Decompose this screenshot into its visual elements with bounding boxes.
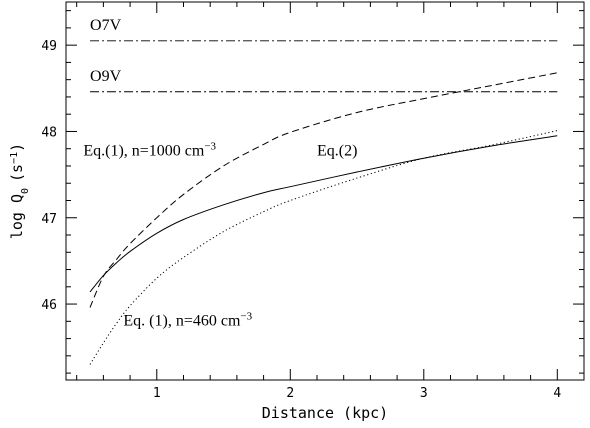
y-axis-title-main: log Q [8,194,26,239]
axis-ticks [66,2,584,380]
annotation-superscript: −3 [240,311,252,323]
x-tick-label: 4 [553,386,561,401]
series-line-dotted [89,130,558,365]
x-tick-label: 2 [286,386,294,401]
ref-line-o9v-label: O9V [90,68,122,85]
annotation-label: Eq.(2) [317,143,357,160]
x-axis-title: Distance (kpc) [262,404,388,422]
x-tick-label: 1 [153,386,161,401]
annotation-label: Eq. (1), n=460 cm−3 [123,311,252,330]
series-line-dashed [89,72,558,308]
reference-lines: O7V O9V [90,17,558,93]
annotation-label: Eq.(1), n=1000 cm−3 [83,141,216,160]
y-tick-label: 47 [41,212,57,227]
y-tick-label: 48 [41,125,57,140]
y-tick-label: 46 [41,298,57,313]
series-group [89,72,558,365]
annotations: Eq.(1), n=1000 cm−3 Eq.(2)Eq. (1), n=460 … [83,141,357,330]
x-tick-label: 3 [420,386,428,401]
annotation-text: Eq.(1), n=1000 cm [83,143,205,160]
annotation-text: Eq. (1), n=460 cm [123,313,241,330]
y-axis-title-unit-sup: −1 [9,152,20,164]
annotation-superscript: −3 [204,141,216,153]
ref-line-o7v-label: O7V [90,17,122,34]
tick-labels: 1 2 3 4 46 47 48 49 [41,39,561,401]
y-axis-title-sub: 0 [20,188,31,194]
plot-frame [65,1,585,381]
y-axis-title-unit-close: ) [8,143,26,152]
y-axis-title: log Q0 (s−1) [8,143,31,239]
y-axis-title-unit: (s [8,164,26,182]
annotation-text: Eq.(2) [317,143,357,160]
y-tick-label: 49 [41,39,57,54]
